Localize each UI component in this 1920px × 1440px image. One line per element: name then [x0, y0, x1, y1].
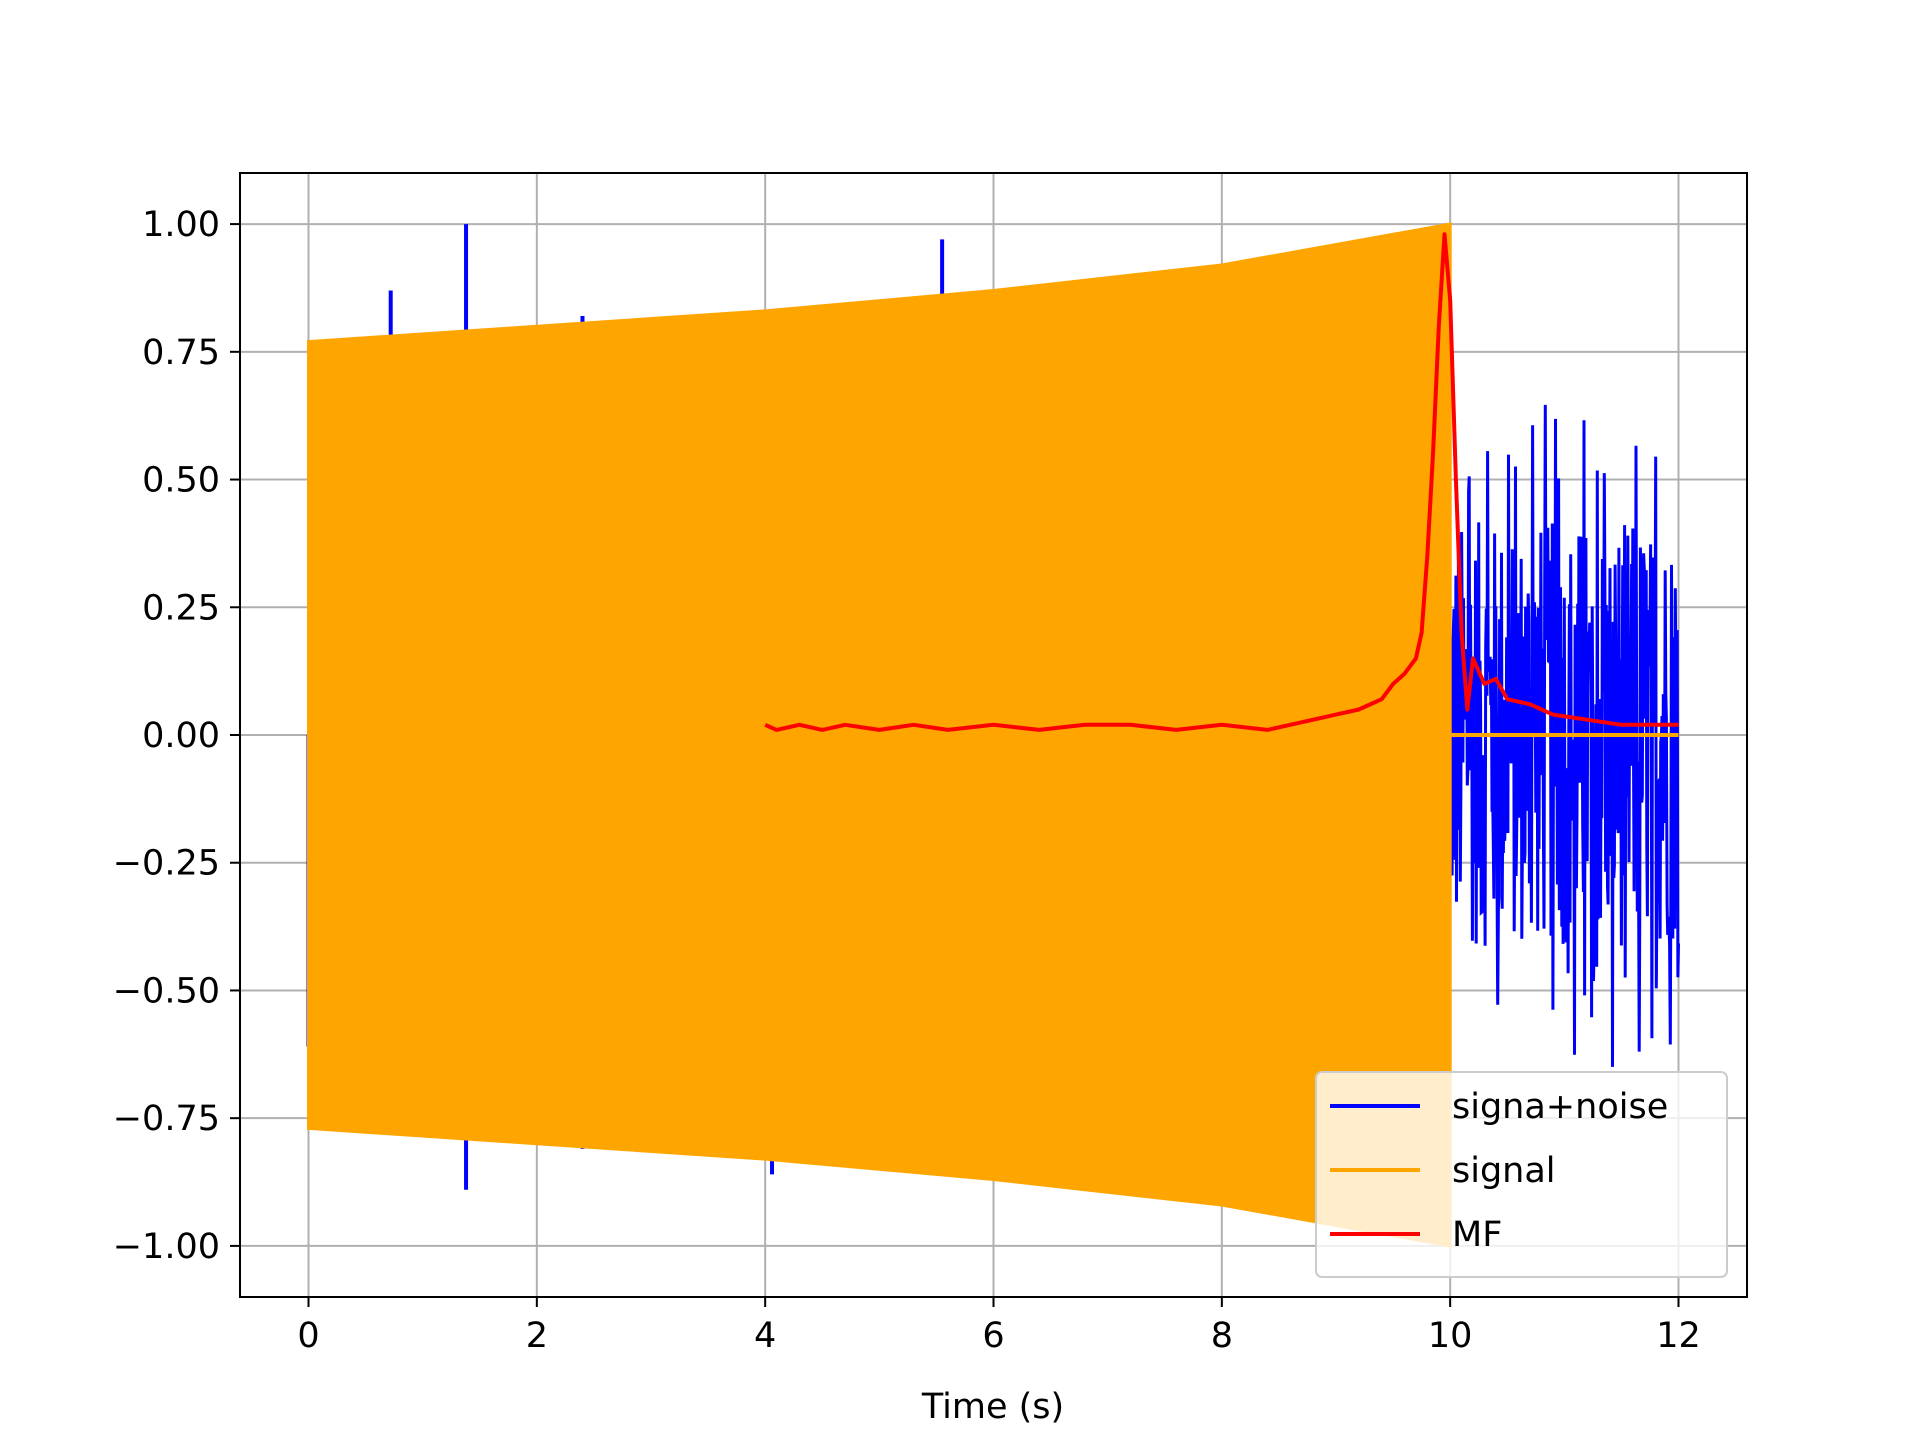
- y-tick-label: −1.00: [113, 1227, 220, 1267]
- y-tick-label: 0.75: [142, 333, 220, 373]
- legend-label-signal: signal: [1452, 1151, 1556, 1191]
- legend-label-mf: MF: [1452, 1215, 1502, 1255]
- x-axis: 0 2 4 6 8 10 12: [297, 1297, 1701, 1356]
- signal-oscillation: [307, 222, 1452, 1248]
- signa-noise-line: [1448, 404, 1680, 1067]
- y-tick-label: −0.50: [113, 971, 220, 1011]
- x-tick-label: 6: [982, 1316, 1004, 1356]
- y-tick-label: −0.25: [113, 844, 220, 884]
- x-axis-label: Time (s): [921, 1387, 1064, 1427]
- x-tick-label: 2: [526, 1316, 548, 1356]
- y-axis: 1.00 0.75 0.50 0.25 0.00 −0.25 −0.50 −0.75 −1.00: [113, 205, 240, 1267]
- legend: signa+noise signal MF: [1315, 1071, 1728, 1278]
- x-tick-label: 4: [754, 1316, 776, 1356]
- y-tick-label: 0.50: [142, 461, 220, 501]
- mf-line: [764, 232, 1679, 732]
- x-tick-label: 0: [297, 1316, 319, 1356]
- x-tick-label: 12: [1656, 1316, 1701, 1356]
- legend-label-signa-noise: signa+noise: [1452, 1087, 1668, 1127]
- y-tick-label: 1.00: [142, 205, 220, 245]
- legend-box: [1315, 1071, 1728, 1278]
- plot-area: [306, 222, 1680, 1248]
- x-tick-label: 8: [1211, 1316, 1233, 1356]
- x-tick-label: 10: [1428, 1316, 1473, 1356]
- y-tick-label: 0.00: [142, 716, 220, 756]
- y-tick-label: −0.75: [113, 1099, 220, 1139]
- y-tick-label: 0.25: [142, 588, 220, 628]
- series-mf: [764, 232, 1679, 732]
